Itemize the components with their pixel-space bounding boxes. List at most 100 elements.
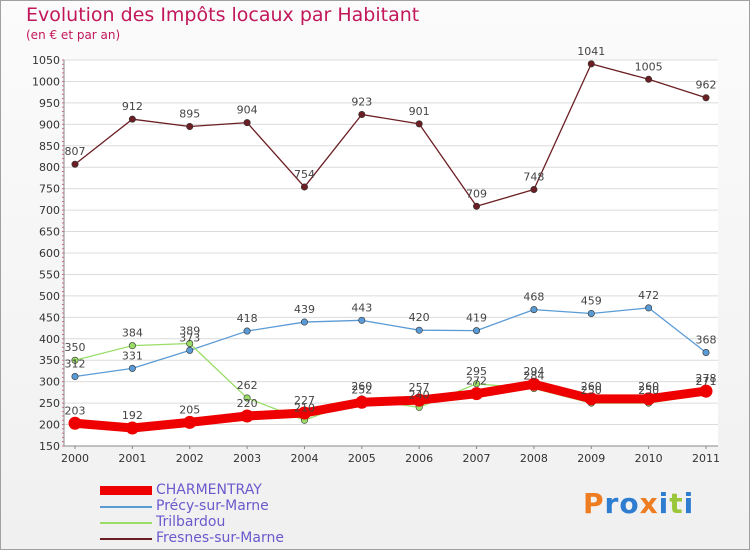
- data-point-charmentray: [125, 421, 139, 435]
- series-line-fresnes-sur-marne: [74, 63, 707, 207]
- series-line-charmentray: [70, 379, 711, 433]
- x-tick-label: 2002: [176, 452, 204, 465]
- y-tick-label: 200: [39, 419, 60, 432]
- data-label-pr-cy-sur-marne: 439: [294, 303, 315, 316]
- data-point-fresnes-sur-marne: [473, 202, 481, 210]
- y-tick-label: 1000: [32, 75, 60, 88]
- data-point-fresnes-sur-marne: [243, 119, 251, 127]
- data-label-charmentray: 272: [466, 375, 487, 388]
- data-label-trilbardou: 384: [122, 327, 143, 340]
- data-label-trilbardou: 284: [523, 370, 544, 383]
- logo-letter: i: [658, 487, 670, 520]
- data-label-fresnes-sur-marne: 754: [294, 168, 315, 181]
- data-label-pr-cy-sur-marne: 312: [65, 358, 86, 371]
- data-point-charmentray: [527, 377, 541, 391]
- data-label-charmentray: 257: [409, 381, 430, 394]
- data-point-charmentray: [240, 409, 254, 423]
- logo-letter: t: [669, 487, 684, 520]
- data-point-fresnes-sur-marne: [645, 75, 653, 83]
- y-tick-label: 500: [39, 290, 60, 303]
- data-point-fresnes-sur-marne: [530, 186, 538, 194]
- data-label-fresnes-sur-marne: 807: [65, 145, 86, 158]
- data-point-charmentray: [412, 393, 426, 407]
- logo-letter: o: [619, 487, 640, 520]
- data-label-charmentray: 203: [65, 404, 86, 417]
- data-label-pr-cy-sur-marne: 418: [237, 312, 258, 325]
- data-label-fresnes-sur-marne: 1041: [577, 45, 605, 58]
- y-tick-label: 350: [39, 354, 60, 367]
- chart-subtitle: (en € et par an): [26, 28, 121, 42]
- data-point-pr-cy-sur-marne: [415, 326, 423, 334]
- y-tick-label: 850: [39, 140, 60, 153]
- x-tick-label: 2008: [520, 452, 548, 465]
- data-point-charmentray: [183, 415, 197, 429]
- data-label-pr-cy-sur-marne: 443: [351, 301, 372, 314]
- data-label-fresnes-sur-marne: 923: [351, 95, 372, 108]
- data-point-pr-cy-sur-marne: [587, 309, 595, 317]
- y-tick-label: 400: [39, 333, 60, 346]
- x-tick-label: 2000: [61, 452, 89, 465]
- y-tick-label: 600: [39, 247, 60, 260]
- legend-swatch-trilbardou: [100, 522, 152, 524]
- data-point-trilbardou: [473, 380, 481, 388]
- x-tick-label: 2006: [405, 452, 433, 465]
- y-tick-label: 550: [39, 268, 60, 281]
- data-label-fresnes-sur-marne: 901: [409, 105, 430, 118]
- x-tick-label: 2009: [577, 452, 605, 465]
- data-point-fresnes-sur-marne: [358, 110, 366, 118]
- y-tick-label: 150: [39, 440, 60, 453]
- data-point-pr-cy-sur-marne: [645, 304, 653, 312]
- y-tick-label: 750: [39, 183, 60, 196]
- x-tick-label: 2004: [290, 452, 318, 465]
- data-point-pr-cy-sur-marne: [473, 327, 481, 335]
- data-label-fresnes-sur-marne: 895: [179, 107, 200, 120]
- data-point-trilbardou: [186, 339, 194, 347]
- data-point-trilbardou: [71, 356, 79, 364]
- data-point-trilbardou: [128, 342, 136, 350]
- y-tick-label: 800: [39, 161, 60, 174]
- x-tick-label: 2011: [692, 452, 720, 465]
- data-label-charmentray: 192: [122, 409, 143, 422]
- y-tick-label: 250: [39, 397, 60, 410]
- data-point-charmentray: [642, 392, 656, 406]
- data-label-charmentray: 294: [523, 365, 544, 378]
- data-label-pr-cy-sur-marne: 459: [581, 294, 602, 307]
- proxiti-logo: Proxiti: [583, 487, 694, 520]
- data-point-pr-cy-sur-marne: [702, 349, 710, 357]
- data-label-trilbardou: 350: [65, 341, 86, 354]
- data-point-fresnes-sur-marne: [128, 115, 136, 123]
- data-label-charmentray: 205: [179, 403, 200, 416]
- data-point-fresnes-sur-marne: [415, 120, 423, 128]
- data-point-pr-cy-sur-marne: [530, 306, 538, 314]
- legend-label-trilbardou: Trilbardou: [156, 514, 226, 530]
- data-label-charmentray: 220: [237, 397, 258, 410]
- data-point-fresnes-sur-marne: [300, 183, 308, 191]
- data-point-fresnes-sur-marne: [702, 94, 710, 102]
- series-line-pr-cy-sur-marne: [74, 307, 707, 378]
- logo-letter: i: [683, 487, 695, 520]
- data-label-charmentray: 252: [351, 383, 372, 396]
- data-point-fresnes-sur-marne: [186, 122, 194, 130]
- legend-label-precy: Précy-sur-Marne: [156, 498, 269, 514]
- data-label-fresnes-sur-marne: 904: [237, 104, 258, 117]
- data-label-trilbardou: 250: [638, 384, 659, 397]
- y-tick-label: 900: [39, 118, 60, 131]
- y-tick-label: 950: [39, 97, 60, 110]
- label-layer: 807 912 895 904 754 923 901 709 748 1041 1005 962 31…: [65, 45, 717, 422]
- y-tick-label: 1050: [32, 54, 60, 67]
- data-point-pr-cy-sur-marne: [300, 318, 308, 326]
- y-tick-label: 300: [39, 376, 60, 389]
- legend-label-fresnes: Fresnes-sur-Marne: [156, 530, 284, 546]
- data-point-fresnes-sur-marne: [587, 60, 595, 68]
- data-label-trilbardou: 210: [294, 401, 315, 414]
- data-point-charmentray: [68, 416, 82, 430]
- axis-layer: 150 200 250 300 350 400 450 500 550 600 650 700 750 8…: [32, 54, 720, 465]
- legend-swatch-charmentray: [100, 486, 152, 495]
- data-label-pr-cy-sur-marne: 368: [696, 334, 717, 347]
- data-label-pr-cy-sur-marne: 331: [122, 349, 143, 362]
- data-label-pr-cy-sur-marne: 468: [523, 291, 544, 304]
- data-label-charmentray: 260: [638, 380, 659, 393]
- x-tick-label: 2005: [348, 452, 376, 465]
- data-label-trilbardou: 260: [351, 380, 372, 393]
- x-tick-label: 2007: [463, 452, 491, 465]
